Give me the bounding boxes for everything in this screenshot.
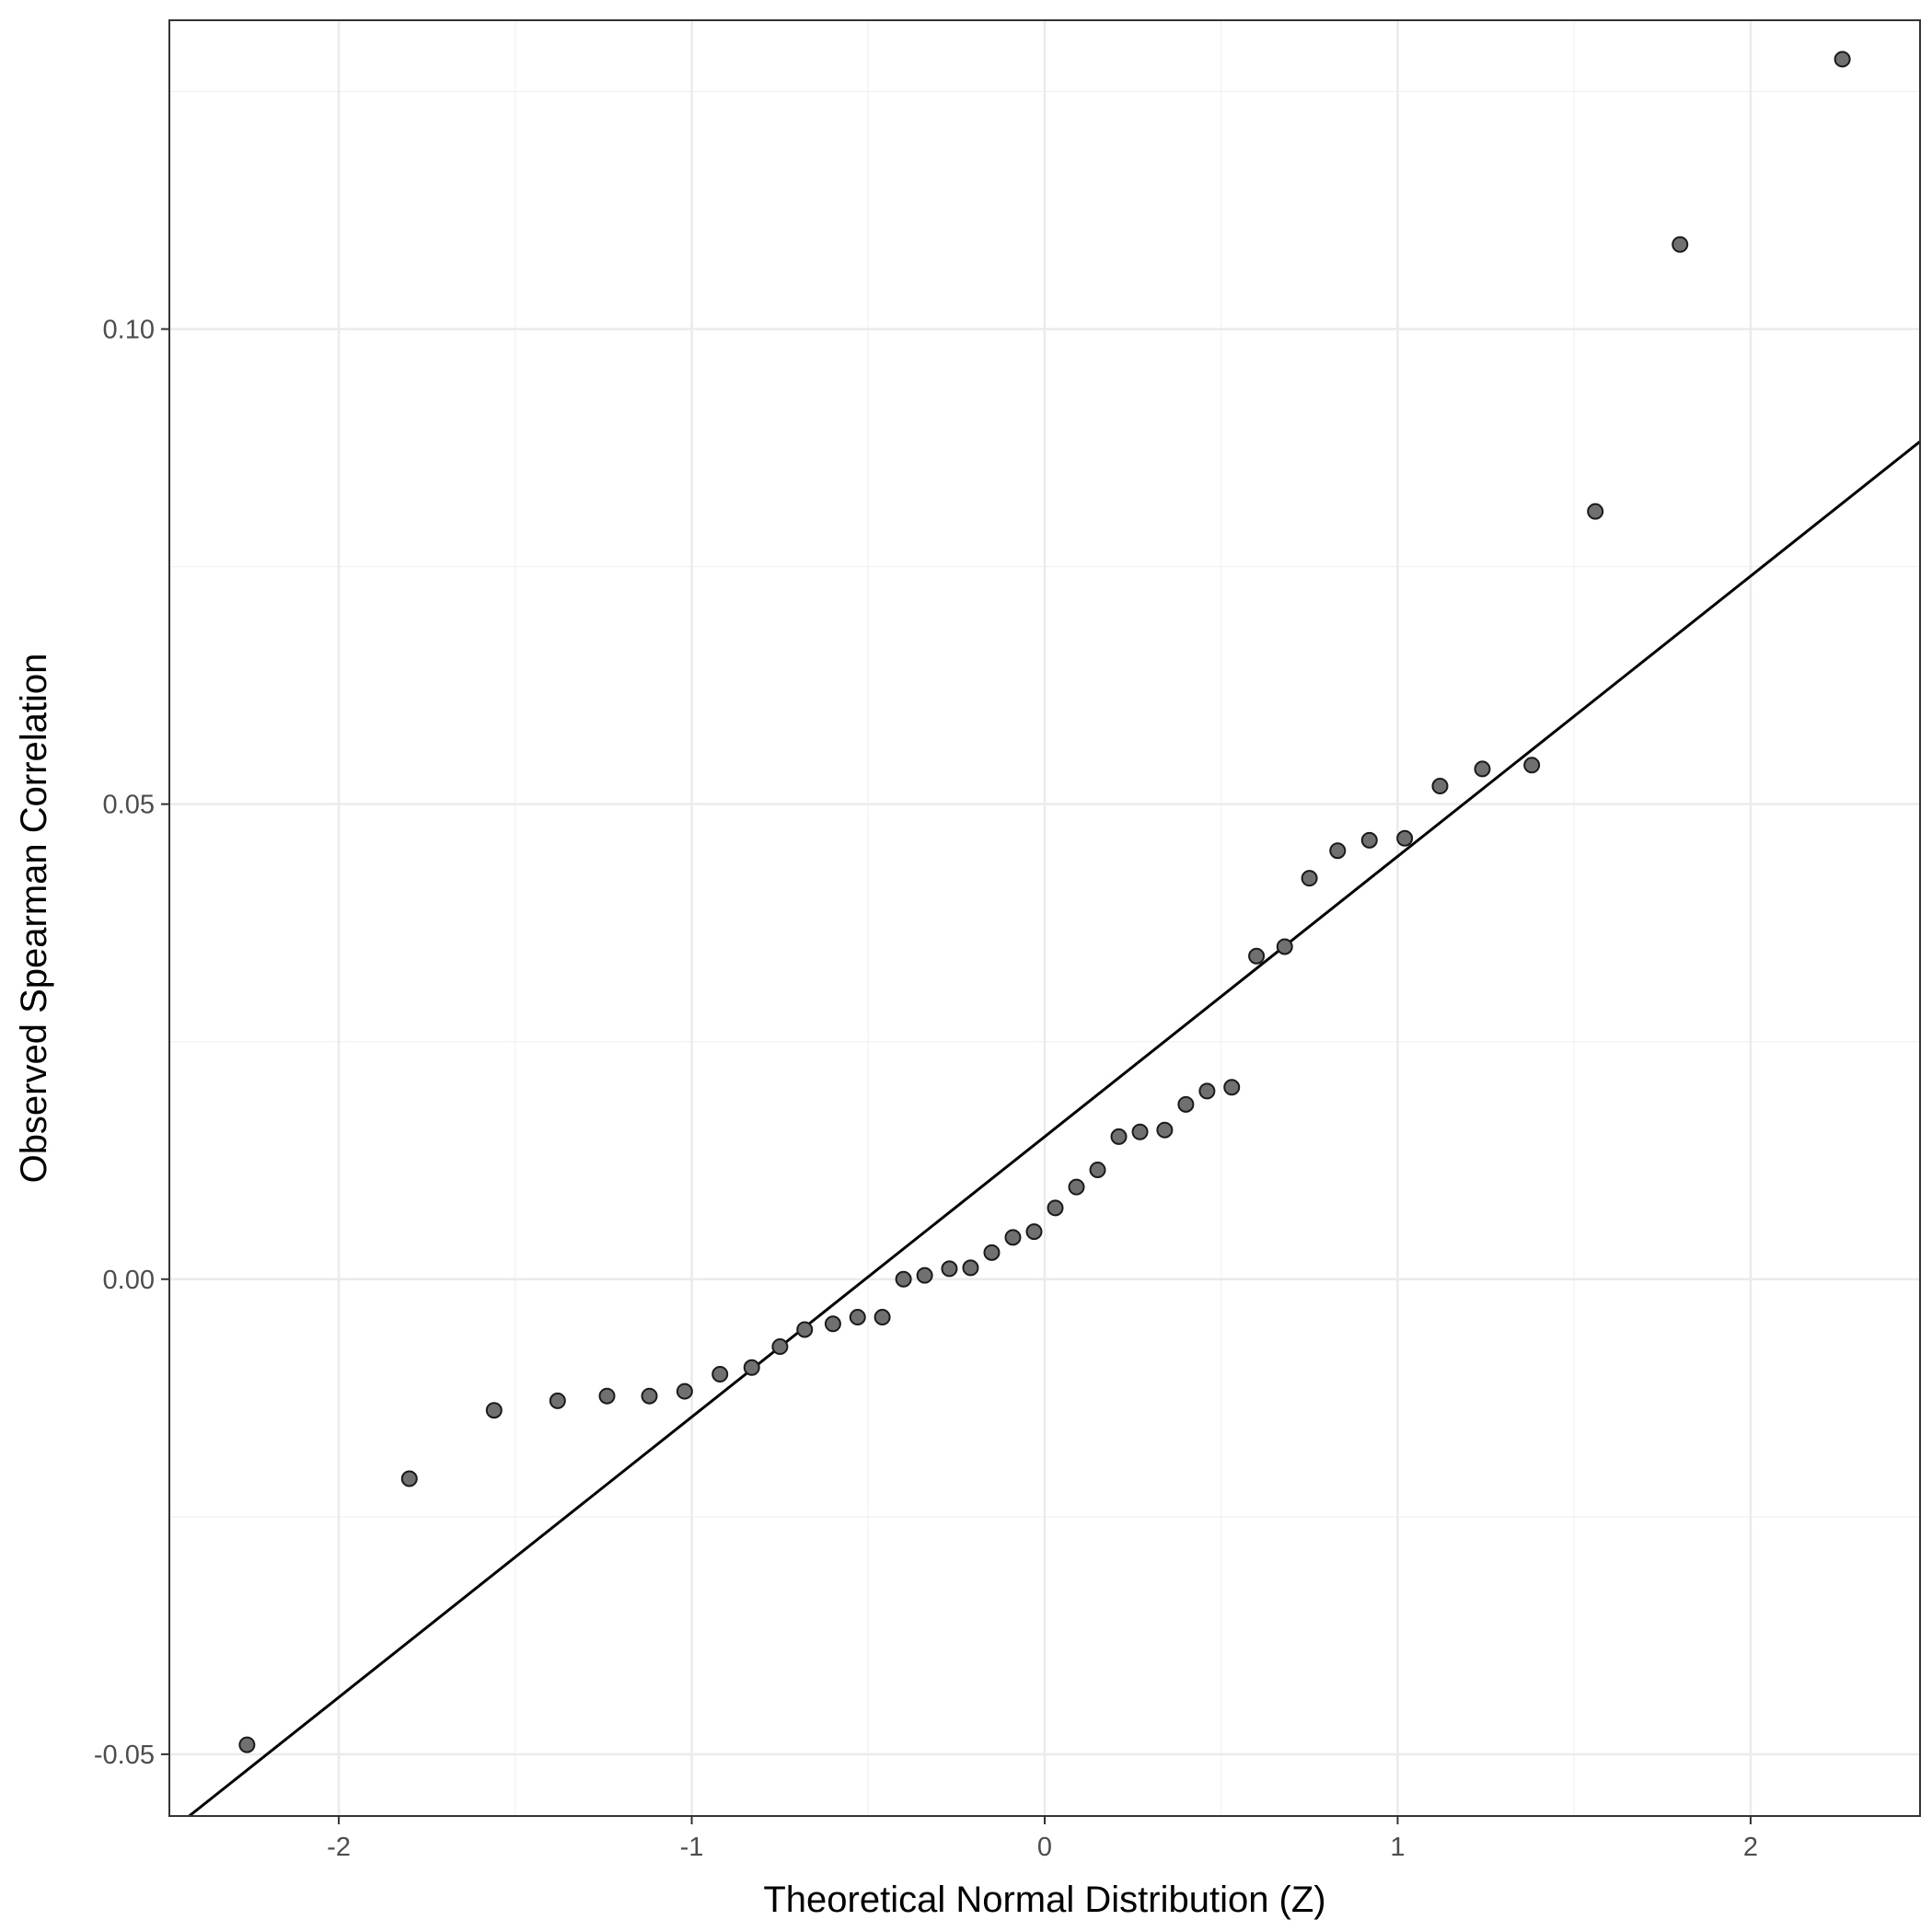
axes: -2 -1 0 1 2 -0.05 0.00 0.05 0.10 xyxy=(94,315,1758,1862)
data-point xyxy=(1177,1095,1195,1113)
data-point xyxy=(873,1309,891,1326)
data-point xyxy=(1089,1162,1106,1179)
data-point xyxy=(676,1382,693,1400)
data-point xyxy=(1431,778,1449,795)
x-tick-label: 2 xyxy=(1743,1833,1758,1862)
y-tick-label: 0.05 xyxy=(103,791,155,820)
y-axis-title: Observed Spearman Correlation xyxy=(14,654,54,1184)
x-tick-label: 1 xyxy=(1390,1833,1405,1862)
reference-line-layer xyxy=(187,440,1920,1816)
data-point xyxy=(1223,1079,1241,1096)
data-point xyxy=(1276,938,1293,955)
data-point xyxy=(796,1321,814,1338)
data-point xyxy=(824,1315,841,1333)
data-point xyxy=(771,1338,789,1356)
data-point xyxy=(1025,1223,1043,1241)
data-point xyxy=(1248,947,1266,965)
data-point xyxy=(1523,757,1541,774)
data-point xyxy=(983,1244,1001,1261)
data-point xyxy=(1396,829,1414,847)
data-point xyxy=(1047,1199,1064,1217)
y-tick-label: 0.00 xyxy=(103,1266,155,1295)
data-point xyxy=(1131,1123,1149,1140)
data-point xyxy=(743,1359,760,1376)
data-point xyxy=(1198,1082,1216,1100)
data-point xyxy=(1004,1229,1022,1246)
x-tick-label: 0 xyxy=(1037,1833,1052,1862)
data-point xyxy=(1672,236,1689,253)
data-point xyxy=(1301,870,1318,887)
grid xyxy=(169,20,1920,1816)
y-tick-label: 0.10 xyxy=(103,315,155,344)
data-point xyxy=(549,1392,566,1409)
data-point xyxy=(1834,51,1851,68)
data-point xyxy=(485,1402,503,1419)
data-point xyxy=(962,1259,979,1277)
data-point xyxy=(711,1365,729,1382)
data-point xyxy=(895,1270,912,1288)
data-point xyxy=(1156,1121,1174,1139)
data-point xyxy=(400,1470,418,1487)
data-point xyxy=(641,1387,658,1405)
data-point xyxy=(1068,1178,1085,1196)
data-point xyxy=(1329,842,1347,860)
data-points xyxy=(238,51,1851,1753)
data-point xyxy=(598,1387,616,1405)
data-point xyxy=(238,1736,256,1753)
x-tick-label: -2 xyxy=(327,1833,351,1862)
data-point xyxy=(1587,503,1604,520)
data-point xyxy=(849,1309,866,1326)
data-point xyxy=(1110,1128,1128,1145)
data-point xyxy=(916,1267,933,1284)
x-tick-label: -1 xyxy=(680,1833,704,1862)
data-point xyxy=(1360,831,1378,849)
x-axis-title: Theoretical Normal Distribution (Z) xyxy=(763,1880,1325,1920)
y-tick-label: -0.05 xyxy=(94,1741,155,1770)
data-point xyxy=(1474,760,1491,778)
data-point xyxy=(941,1260,958,1278)
reference-line xyxy=(187,440,1920,1816)
